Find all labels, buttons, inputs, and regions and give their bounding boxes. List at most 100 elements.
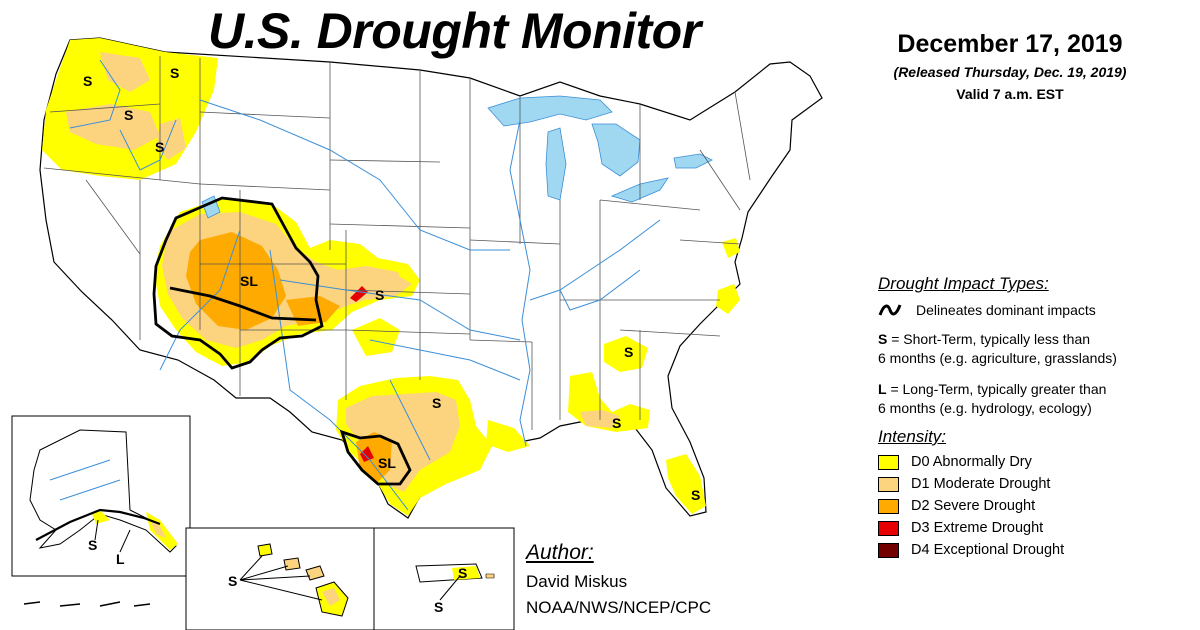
map-release-date: (Released Thursday, Dec. 19, 2019) <box>893 64 1127 80</box>
impact-line-icon <box>878 304 902 316</box>
legend-label-d4: D4 Exceptional Drought <box>911 542 1065 558</box>
alaska-label-line <box>94 519 131 553</box>
lake-ontario <box>673 153 713 169</box>
map-label-s: S <box>612 415 621 431</box>
map-label-s: S <box>375 287 384 303</box>
map-label-s: S <box>458 565 467 581</box>
columbia-river <box>69 59 121 129</box>
legend-row-d4: D4 Exceptional Drought <box>878 539 1178 561</box>
impact-text-continued: 6 months (e.g. hydrology, ecology) <box>878 400 1092 416</box>
legend-label-d0: D0 Abnormally Dry <box>911 454 1032 470</box>
puerto-rico-inset: S S <box>373 527 515 630</box>
arkansas-river <box>279 279 521 341</box>
hawaii-oahu <box>283 557 301 571</box>
intensity-heading: Intensity: <box>878 427 947 446</box>
hawaii-label-lines <box>239 555 323 601</box>
d1-oregon <box>66 104 160 150</box>
d1-texas <box>346 392 460 492</box>
brazos-river <box>389 379 431 461</box>
map-label-s: S <box>124 107 133 123</box>
map-date: December 17, 2019 <box>897 30 1123 58</box>
map-label-l: L <box>116 551 125 567</box>
impact-line-legend: Delineates dominant impacts <box>878 302 1188 318</box>
map-label-sl: SL <box>240 273 258 289</box>
hawaii-kauai <box>257 543 273 557</box>
hawaii-big-island-d1 <box>322 588 340 606</box>
alaska-inset: S L <box>11 415 191 577</box>
intensity-legend: Intensity: D0 Abnormally Dry D1 Moderate… <box>878 427 1178 561</box>
d0-new-mexico <box>352 318 400 356</box>
d0-gulf <box>486 420 530 452</box>
rivers <box>69 59 661 511</box>
map-label-s: S <box>624 344 633 360</box>
alaska-d0 <box>92 510 110 524</box>
puerto-rico-d1 <box>485 573 495 579</box>
impact-code: S <box>878 331 888 347</box>
hawaii-inset: S <box>185 527 375 630</box>
date-block: December 17, 2019 (Released Thursday, De… <box>850 30 1170 102</box>
legend-swatch-d0 <box>878 454 899 470</box>
impact-text-continued: 6 months (e.g. agriculture, grasslands) <box>878 350 1117 366</box>
legend-row-d2: D2 Severe Drought <box>878 495 1178 517</box>
hawaii-maui <box>305 565 325 581</box>
legend-row-d3: D3 Extreme Drought <box>878 517 1178 539</box>
alaska-impact-line <box>35 508 161 541</box>
legend-row-d1: D1 Moderate Drought <box>878 473 1178 495</box>
map-labels: S S S S SL S S SL S S S <box>83 65 700 503</box>
rio-grande <box>269 249 409 511</box>
impact-types-heading: Drought Impact Types: <box>878 274 1049 293</box>
map-label-sl: SL <box>378 455 396 471</box>
d0-florida <box>666 454 706 514</box>
impact-line-southwest <box>152 196 324 370</box>
impact-lines <box>152 196 412 486</box>
d0-carolina <box>716 284 740 314</box>
map-label-s: S <box>83 73 92 89</box>
ohio-river <box>529 219 661 301</box>
lake-huron <box>591 123 641 177</box>
impact-code: L <box>878 381 887 397</box>
d2-utah-colorado <box>186 232 286 330</box>
red-river <box>369 339 521 381</box>
d1-idaho <box>156 118 186 160</box>
impact-text: = Short-Term, typically less than <box>887 331 1091 347</box>
d3-kansas <box>350 286 368 302</box>
impact-item-short-term: S = Short-Term, typically less than 6 mo… <box>878 330 1188 368</box>
legend-swatch-d1 <box>878 476 899 492</box>
colorado-river <box>159 229 241 371</box>
impact-line-southwest-inner <box>169 286 317 322</box>
map-title: U.S. Drought Monitor <box>208 3 701 59</box>
author-org: NOAA/NWS/NCEP/CPC <box>526 598 712 617</box>
map-label-s: S <box>434 599 443 615</box>
map-label-s: S <box>155 139 164 155</box>
tennessee-river <box>559 269 641 311</box>
map-label-s: S <box>228 573 237 589</box>
missouri-river <box>199 99 510 251</box>
impact-item-long-term: L = Long-Term, typically greater than 6 … <box>878 380 1188 418</box>
d3-areas <box>350 286 374 462</box>
legend-label-d3: D3 Extreme Drought <box>911 520 1044 536</box>
map-label-s: S <box>691 487 700 503</box>
legend-swatch-d2 <box>878 498 899 514</box>
d3-texas <box>360 446 374 462</box>
legend-label-d2: D2 Severe Drought <box>911 498 1036 514</box>
mississippi-river <box>509 119 531 447</box>
puerto-rico-label-line <box>439 575 461 601</box>
author-block: Author: David Miskus NOAA/NWS/NCEP/CPC <box>526 541 711 621</box>
alaska-outline <box>29 429 177 553</box>
d0-georgia <box>604 336 648 372</box>
impact-types-legend: Drought Impact Types: Delineates dominan… <box>878 274 1188 430</box>
legend-row-d0: D0 Abnormally Dry <box>878 451 1178 473</box>
legend-swatch-d4 <box>878 542 899 558</box>
impact-line-description: Delineates dominant impacts <box>916 302 1096 318</box>
lake-superior <box>487 95 613 127</box>
author-heading: Author: <box>526 541 594 564</box>
legend-swatch-d3 <box>878 520 899 536</box>
map-label-s: S <box>88 537 97 553</box>
map-label-s: S <box>432 395 441 411</box>
alaska-rivers <box>49 459 121 501</box>
author-name: David Miskus <box>526 572 628 591</box>
aleutian-islands <box>23 601 151 607</box>
map-label-s: S <box>170 65 179 81</box>
legend-label-d1: D1 Moderate Drought <box>911 476 1051 492</box>
